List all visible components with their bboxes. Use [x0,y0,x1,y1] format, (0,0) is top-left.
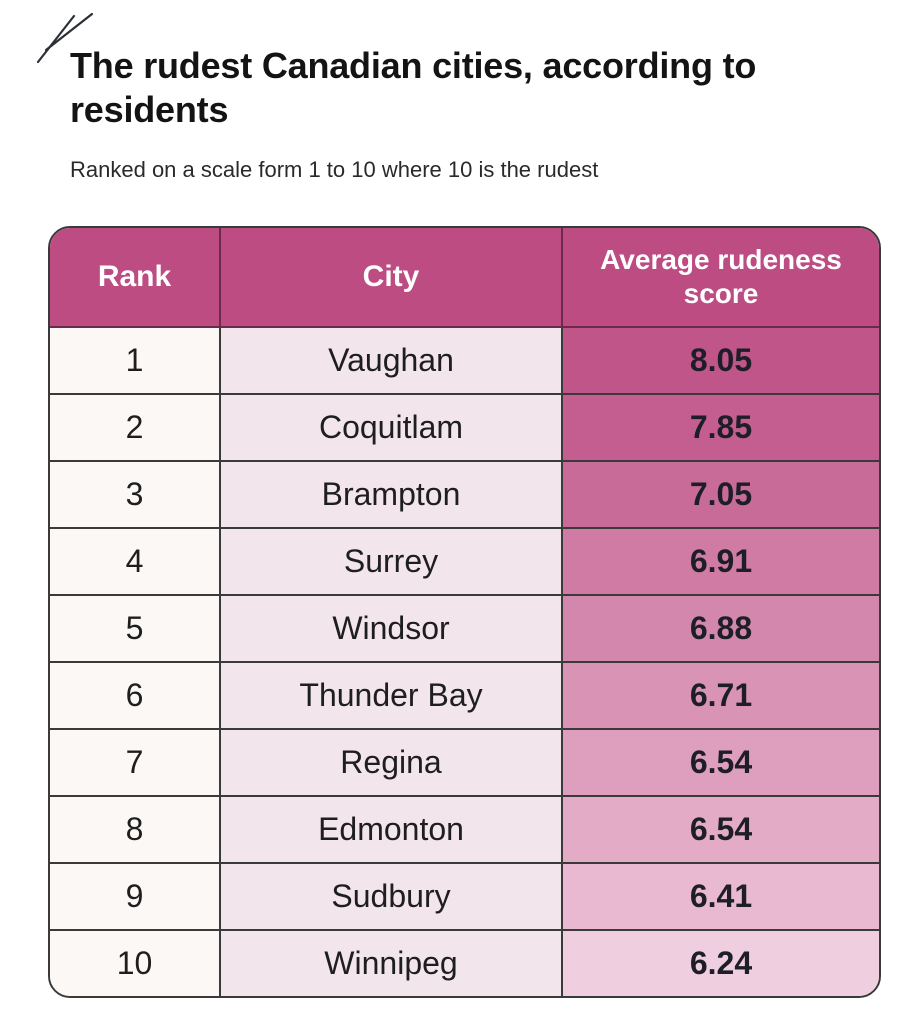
ranking-table: Rank City Average rudeness score 1 Vaugha… [50,228,879,996]
rank-cell: 9 [50,863,221,931]
score-cell: 7.85 [562,394,879,462]
city-cell: Thunder Bay [220,662,563,730]
city-cell: Surrey [220,528,563,596]
chart-title: The rudest Canadian cities, according to… [70,45,757,130]
score-cell: 6.91 [562,528,879,596]
score-cell: 6.54 [562,729,879,797]
table-row: 10 Winnipeg 6.24 [50,930,879,996]
rank-cell: 5 [50,595,221,663]
rank-cell: 3 [50,461,221,529]
table-row: 4 Surrey 6.91 [50,528,879,596]
table-row: 7 Regina 6.54 [50,729,879,797]
table-row: 2 Coquitlam 7.85 [50,394,879,462]
city-cell: Windsor [220,595,563,663]
city-cell: Vaughan [220,327,563,395]
table-header-row: Rank City Average rudeness score [50,228,879,328]
column-header-score: Average rudeness score [562,228,879,328]
table-row: 5 Windsor 6.88 [50,595,879,663]
score-cell: 6.71 [562,662,879,730]
score-cell: 7.05 [562,461,879,529]
rank-cell: 4 [50,528,221,596]
city-cell: Edmonton [220,796,563,864]
score-cell: 8.05 [562,327,879,395]
city-cell: Coquitlam [220,394,563,462]
score-cell: 6.54 [562,796,879,864]
table-row: 6 Thunder Bay 6.71 [50,662,879,730]
table-row: 1 Vaughan 8.05 [50,327,879,395]
rank-cell: 8 [50,796,221,864]
city-cell: Winnipeg [220,930,563,996]
ranking-table-container: Rank City Average rudeness score 1 Vaugha… [48,226,881,998]
table-row: 9 Sudbury 6.41 [50,863,879,931]
rank-cell: 2 [50,394,221,462]
city-cell: Brampton [220,461,563,529]
table-row: 8 Edmonton 6.54 [50,796,879,864]
score-cell: 6.24 [562,930,879,996]
rank-cell: 6 [50,662,221,730]
table-row: 3 Brampton 7.05 [50,461,879,529]
chart-subtitle: Ranked on a scale form 1 to 10 where 10 … [70,157,599,182]
column-header-score-label: Average rudeness score [600,244,842,309]
city-cell: Sudbury [220,863,563,931]
column-header-rank: Rank [50,228,221,328]
rank-cell: 7 [50,729,221,797]
score-cell: 6.88 [562,595,879,663]
rank-cell: 1 [50,327,221,395]
column-header-city: City [220,228,563,328]
rank-cell: 10 [50,930,221,996]
city-cell: Regina [220,729,563,797]
score-cell: 6.41 [562,863,879,931]
decorative-slash-lines-icon [36,12,94,64]
